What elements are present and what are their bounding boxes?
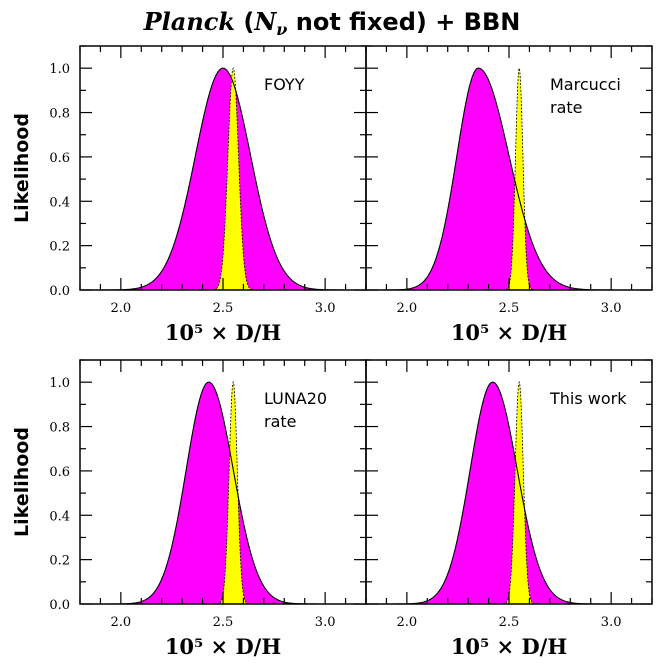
panel-annotation: rate	[550, 98, 583, 117]
panel-top-right: 2.0 2.5 3.0 10⁵ × D/H Marcucci rate	[365, 45, 653, 345]
panel-bottom-right: 2.0 2.5 3.0 10⁵ × D/H This work	[365, 359, 653, 659]
y-tick-label: 0.4	[49, 195, 70, 210]
title-open: (	[235, 8, 254, 36]
x-tick-label: 3.0	[315, 615, 336, 630]
title-n-symbol: N	[253, 7, 277, 36]
x-axis-label: 10⁵ × D/H	[451, 320, 567, 345]
x-tick-label: 3.0	[315, 301, 336, 316]
y-axis-label: Likelihood	[11, 427, 33, 537]
panel-annotation: This work	[549, 389, 627, 408]
y-tick-label: 0.2	[49, 240, 70, 255]
x-tick-label: 2.5	[499, 615, 520, 630]
panel-annotation: rate	[264, 412, 297, 431]
x-tick-label: 2.5	[499, 301, 520, 316]
broad-area-bottom-left	[80, 382, 366, 604]
y-tick-label: 0.0	[49, 284, 70, 299]
y-tick-label: 0.8	[49, 107, 70, 122]
panel-bottom-left: 2.0 2.5 3.0 0.0 0.2 0.4 0.6 0.8 1.0 10⁵ × D/H Like…	[11, 359, 367, 659]
x-tick-label: 2.0	[111, 301, 132, 316]
x-axis-label: 10⁵ × D/H	[165, 634, 281, 659]
y-tick-label: 1.0	[49, 376, 70, 391]
y-tick-label: 0.6	[49, 151, 70, 166]
title-nu-subscript: ν	[276, 20, 287, 39]
y-tick-label: 0.6	[49, 465, 70, 480]
x-tick-label: 2.5	[213, 301, 234, 316]
y-tick-label: 0.4	[49, 509, 70, 524]
x-axis-label: 10⁵ × D/H	[451, 634, 567, 659]
x-tick-label: 3.0	[601, 301, 622, 316]
panel-annotation: Marcucci	[550, 75, 621, 94]
broad-area-bottom-right	[366, 382, 652, 604]
x-tick-label: 2.0	[111, 615, 132, 630]
y-tick-label: 0.0	[49, 598, 70, 613]
x-tick-label: 2.5	[213, 615, 234, 630]
figure-title: Planck (Nν not fixed) + BBN	[143, 7, 521, 39]
x-tick-label: 3.0	[601, 615, 622, 630]
panel-annotation: LUNA20	[264, 389, 327, 408]
title-close: not fixed) + BBN	[287, 8, 520, 36]
broad-area-top-left	[80, 68, 366, 291]
panels-group: 2.0 2.5 3.0 0.0 0.2 0.4 0.6 0.8 1.0 10⁵ × D/H Like…	[11, 45, 653, 659]
broad-area-top-right	[366, 68, 652, 291]
x-tick-label: 2.0	[397, 301, 418, 316]
panel-top-left: 2.0 2.5 3.0 0.0 0.2 0.4 0.6 0.8 1.0 10⁵ × D/H Like…	[11, 45, 367, 345]
title-italic: Planck	[143, 7, 235, 36]
y-axis-label: Likelihood	[11, 113, 33, 223]
y-tick-label: 1.0	[49, 62, 70, 77]
x-axis-label: 10⁵ × D/H	[165, 320, 281, 345]
panel-annotation: FOYY	[264, 75, 305, 94]
y-tick-label: 0.2	[49, 554, 70, 569]
y-tick-label: 0.8	[49, 421, 70, 436]
x-tick-label: 2.0	[397, 615, 418, 630]
